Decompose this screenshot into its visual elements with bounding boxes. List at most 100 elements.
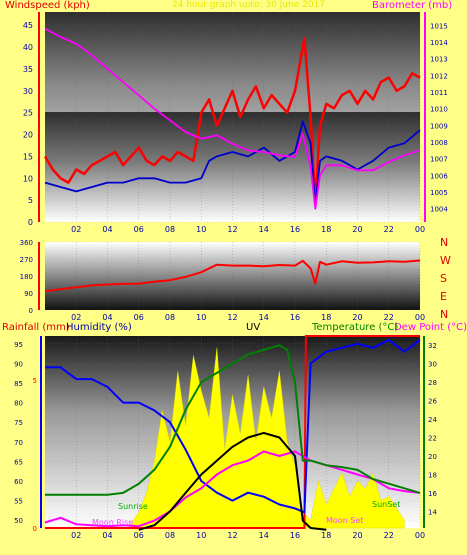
y-humidity-tick-label: 55 — [14, 498, 23, 506]
x-tick-label: 10 — [196, 531, 206, 540]
y-humidity-tick-label: 80 — [14, 400, 23, 408]
barometer-axis-label: Barometer (mb) — [372, 0, 453, 11]
y-right-tick-label: 1008 — [430, 139, 448, 147]
x-tick-label: 16 — [290, 313, 300, 322]
dewpoint-axis-label: Dew Point (°C) — [394, 322, 467, 333]
y-left-tick-label: 0 — [28, 218, 33, 227]
y-right-tick-label: 1007 — [430, 156, 448, 164]
y-humidity-tick-label: 65 — [14, 458, 23, 466]
x-tick-label: 10 — [196, 225, 206, 234]
x-tick-label: 06 — [134, 313, 144, 322]
y-humidity-tick-label: 95 — [14, 341, 23, 349]
y-temp-tick-label: 18 — [428, 471, 437, 479]
sunrise-label: Sunrise — [118, 502, 148, 511]
y-humidity-tick-label: 75 — [14, 419, 23, 427]
y-direction-tick-label: 180 — [20, 273, 33, 281]
y-temp-tick-label: 28 — [428, 379, 437, 387]
axes — [38, 12, 426, 528]
y-temp-tick-label: 20 — [428, 453, 437, 461]
series-line-dew-point-c- — [138, 431, 327, 531]
compass-w: W — [440, 254, 451, 267]
x-tick-label: 12 — [227, 225, 237, 234]
y-temp-tick-label: 22 — [428, 435, 437, 443]
x-tick-label: 20 — [352, 225, 362, 234]
graph-title: 24 hour graph upto: 30 June 2017 — [172, 0, 326, 10]
x-tick-label: 14 — [259, 225, 269, 234]
series-line-wind-1 — [44, 120, 421, 206]
x-tick-label: 14 — [259, 313, 269, 322]
x-tick-label: 20 — [352, 313, 362, 322]
panel-wind-bg-lower — [45, 112, 420, 222]
x-tick-label: 08 — [165, 531, 175, 540]
series-line-solar — [45, 344, 421, 496]
x-tick-label: 08 — [165, 225, 175, 234]
y-right-tick-label: 1009 — [430, 122, 448, 130]
y-right-tick-label: 1013 — [430, 56, 448, 64]
y-direction-tick-label: 270 — [20, 256, 33, 264]
y-temp-tick-label: 30 — [428, 361, 437, 369]
y-right-tick-label: 1005 — [430, 189, 448, 197]
x-tick-label: 02 — [71, 531, 81, 540]
y-direction-tick-label: 0 — [29, 307, 33, 315]
moonset-label: Moon Set — [326, 516, 364, 525]
x-tick-label: 22 — [384, 225, 394, 234]
uv-axis-label: UV — [246, 322, 261, 333]
y-right-tick-label: 1015 — [430, 22, 448, 30]
y-rain-tick-label: 5 — [33, 377, 37, 385]
x-tick-label: 02 — [71, 225, 81, 234]
compass-s: S — [440, 272, 447, 285]
tick-labels: 02 04 06 08 10 12 14 16 18 20 22 000510152025303540… — [14, 21, 448, 540]
y-left-tick-label: 35 — [23, 65, 33, 74]
y-humidity-tick-label: 60 — [14, 478, 23, 486]
x-tick-label: 10 — [196, 313, 206, 322]
y-left-tick-label: 30 — [23, 87, 33, 96]
humidity-axis-label: Humidity (%) — [66, 322, 132, 333]
x-tick-label: 18 — [321, 531, 331, 540]
x-tick-label: 00 — [415, 313, 425, 322]
y-left-tick-label: 5 — [28, 196, 33, 205]
x-tick-label: 16 — [290, 225, 300, 234]
x-tick-label: 02 — [71, 313, 81, 322]
y-left-tick-label: 40 — [23, 43, 33, 52]
x-tick-label: 16 — [290, 531, 300, 540]
x-tick-label: 12 — [227, 313, 237, 322]
y-humidity-tick-label: 50 — [14, 517, 23, 525]
moonrise-label: Moon Rise — [92, 518, 134, 527]
series-line-wind-0 — [43, 37, 421, 202]
compass-n-bottom: N — [440, 308, 448, 321]
y-temp-tick-label: 16 — [428, 490, 437, 498]
x-tick-label: 04 — [102, 313, 112, 322]
x-tick-label: 20 — [352, 531, 362, 540]
y-temp-tick-label: 24 — [428, 416, 437, 424]
y-direction-tick-label: 360 — [20, 239, 33, 247]
y-right-tick-label: 1014 — [430, 39, 448, 47]
x-tick-label: 00 — [415, 531, 425, 540]
y-humidity-tick-label: 90 — [14, 360, 23, 368]
y-right-tick-label: 1010 — [430, 106, 448, 114]
y-humidity-tick-label: 85 — [14, 380, 23, 388]
compass-e: E — [440, 290, 447, 303]
series-line-temperature-c- — [44, 450, 421, 528]
y-humidity-tick-label: 70 — [14, 439, 23, 447]
rainfall-axis-label: Rainfall (mm) — [2, 322, 70, 333]
y-right-tick-label: 1006 — [430, 172, 448, 180]
sunset-label: SunSet — [372, 500, 401, 509]
x-tick-label: 04 — [102, 531, 112, 540]
x-tick-label: 12 — [227, 531, 237, 540]
series-line-direction-0 — [44, 259, 421, 293]
x-tick-label: 08 — [165, 313, 175, 322]
series-line-humidity- — [45, 338, 421, 514]
series-line-wind-2 — [44, 27, 421, 210]
temperature-axis-label: Temperature (°C) — [312, 322, 399, 333]
x-tick-label: 06 — [134, 531, 144, 540]
y-temp-tick-label: 26 — [428, 398, 437, 406]
y-right-tick-label: 1011 — [430, 89, 448, 97]
x-tick-label: 04 — [102, 225, 112, 234]
y-right-tick-label: 1012 — [430, 72, 448, 80]
windspeed-axis-label: Windspeed (kph) — [5, 0, 90, 11]
y-left-tick-label: 20 — [23, 131, 33, 140]
y-left-tick-label: 15 — [23, 152, 33, 161]
y-temp-tick-label: 14 — [428, 508, 437, 516]
y-left-tick-label: 45 — [23, 21, 33, 30]
